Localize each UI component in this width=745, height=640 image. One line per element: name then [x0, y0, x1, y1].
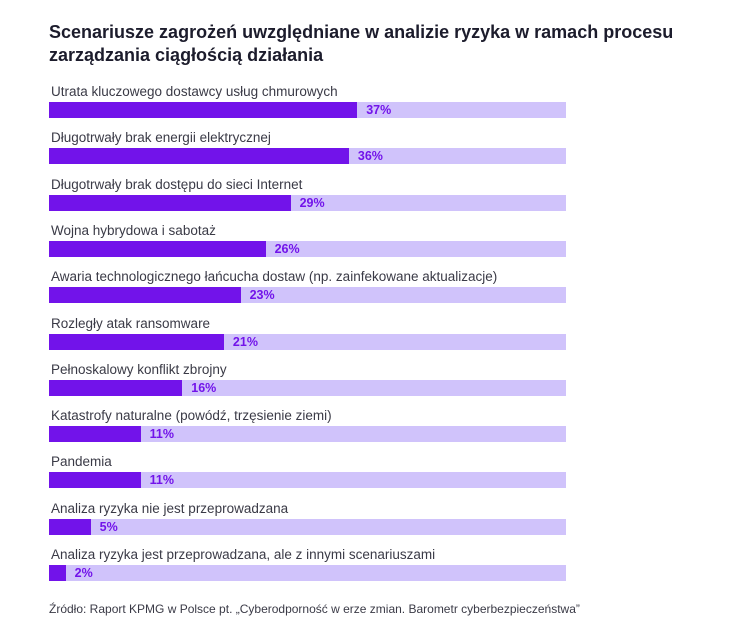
bar: [49, 240, 266, 257]
category-label: Awaria technologicznego łańcucha dostaw …: [51, 269, 498, 285]
value-label: 23%: [249, 288, 275, 303]
value-label: 29%: [299, 195, 325, 210]
bar-row: Analiza ryzyka nie jest przeprowadzana 5…: [49, 501, 566, 541]
value-label: 11%: [149, 473, 174, 488]
bar: [49, 148, 349, 165]
bar-track: [49, 102, 566, 118]
bar-row: Pełnoskalowy konflikt zbrojny 16%: [49, 362, 566, 402]
bar-track: [49, 148, 566, 165]
bar-row: Katastrofy naturalne (powódź, trzęsienie…: [49, 408, 566, 448]
value-label: 21%: [232, 334, 258, 349]
bar-track: [49, 240, 566, 257]
bar-row: Długotrwały brak energii elektrycznej 36…: [49, 130, 566, 170]
bar: [49, 287, 241, 304]
bar-row: Długotrwały brak dostępu do sieci Intern…: [49, 177, 566, 217]
category-label: Długotrwały brak energii elektrycznej: [51, 130, 271, 146]
bar-track: [49, 287, 566, 304]
bar-track: [49, 472, 566, 489]
bar: [49, 194, 291, 211]
category-label: Katastrofy naturalne (powódź, trzęsienie…: [51, 408, 332, 424]
bar-row: Pandemia 11%: [49, 454, 566, 494]
bar: [49, 102, 358, 118]
category-label: Analiza ryzyka jest przeprowadzana, ale …: [51, 547, 436, 562]
bar-track: [49, 565, 566, 581]
bar-row: Awaria technologicznego łańcucha dostaw …: [49, 269, 566, 309]
category-label: Wojna hybrydowa i sabotaż: [51, 222, 216, 238]
bar-track: [49, 333, 566, 350]
bar: [49, 472, 141, 489]
bar-row: Utrata kluczowego dostawcy usług chmurow…: [49, 84, 566, 124]
bar-row: Analiza ryzyka jest przeprowadzana, ale …: [49, 547, 566, 587]
category-label: Rozległy atak ransomware: [51, 315, 211, 331]
bar-track: [49, 518, 566, 535]
bar-track: [49, 426, 566, 443]
bar-row: Rozległy atak ransomware 21%: [49, 316, 566, 356]
value-label: 2%: [74, 566, 93, 580]
value-label: 16%: [191, 380, 217, 395]
category-label: Pandemia: [51, 454, 112, 470]
category-label: Analiza ryzyka nie jest przeprowadzana: [51, 500, 289, 516]
bar-row: Wojna hybrydowa i sabotaż 26%: [49, 223, 566, 263]
value-label: 11%: [149, 427, 174, 442]
bar: [49, 333, 224, 350]
value-label: 5%: [99, 519, 118, 534]
bar: [49, 426, 141, 443]
bar-track: [49, 194, 566, 211]
source-note: Źródło: Raport KPMG w Polsce pt. „Cybero…: [49, 602, 580, 616]
bar: [49, 518, 91, 535]
value-label: 37%: [366, 103, 392, 117]
bar: [49, 379, 183, 396]
chart-title: Scenariusze zagrożeń uwzględniane w anal…: [49, 22, 674, 65]
category-label: Długotrwały brak dostępu do sieci Intern…: [51, 176, 303, 192]
category-label: Pełnoskalowy konflikt zbrojny: [51, 361, 227, 377]
bar-track: [49, 379, 566, 396]
bar: [49, 565, 66, 581]
category-label: Utrata kluczowego dostawcy usług chmurow…: [51, 84, 338, 99]
value-label: 26%: [274, 241, 300, 256]
value-label: 36%: [357, 149, 383, 164]
